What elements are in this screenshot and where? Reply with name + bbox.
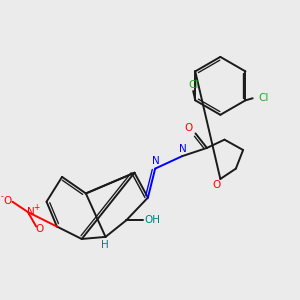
Text: Cl: Cl — [259, 93, 269, 103]
Text: -: - — [1, 192, 3, 201]
Text: O: O — [3, 196, 11, 206]
Text: O: O — [35, 224, 44, 234]
Text: O: O — [184, 123, 192, 133]
Text: N: N — [179, 144, 187, 154]
Text: Cl: Cl — [188, 80, 198, 90]
Text: +: + — [33, 203, 39, 212]
Text: N: N — [152, 156, 160, 167]
Text: N: N — [27, 207, 35, 217]
Text: O: O — [212, 180, 220, 190]
Text: OH: OH — [144, 215, 160, 225]
Text: H: H — [100, 240, 108, 250]
